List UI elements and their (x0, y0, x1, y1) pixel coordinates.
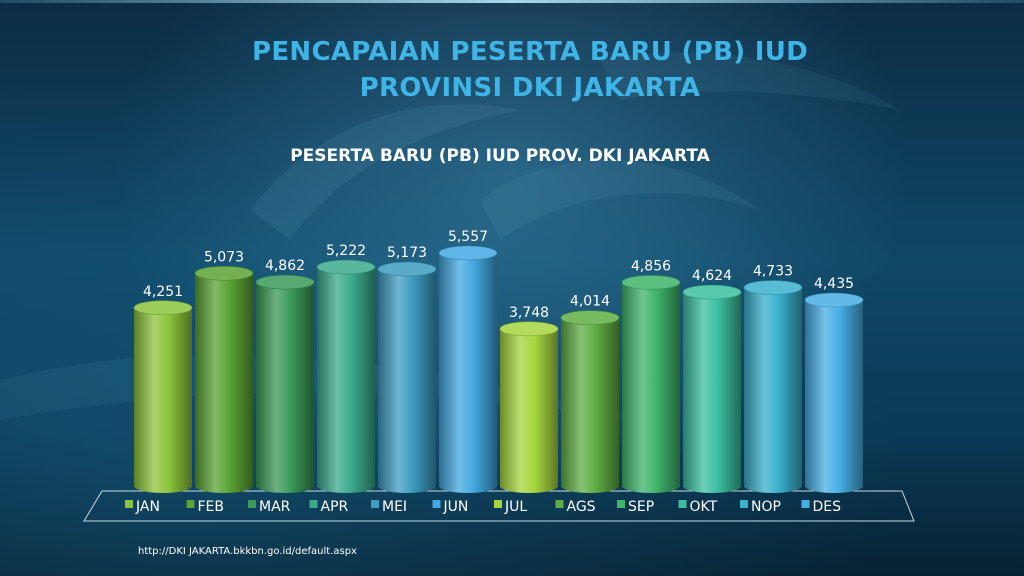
bar-cap-jun (438, 245, 498, 261)
legend-label-sep: SEP (628, 499, 654, 515)
source-url: http://DKI JAKARTA.bkkbn.go.id/default.a… (138, 546, 357, 557)
legend-swatch-jan (125, 500, 133, 508)
legend-label-mei: MEI (382, 499, 407, 515)
bar-jun (439, 253, 497, 493)
legend-label-ags: AGS (567, 499, 596, 515)
data-label-jul: 3,748 (509, 305, 549, 321)
data-label-mei: 5,173 (387, 245, 427, 261)
data-label-mar: 4,862 (265, 258, 305, 274)
legend-swatch-jul (494, 500, 502, 508)
bar-cap-des (804, 292, 864, 308)
legend-label-okt: OKT (690, 499, 718, 515)
bar-jan (134, 307, 192, 493)
slide-title-line-2: PROVINSI DKI JAKARTA (359, 73, 701, 103)
bar-cap-ags (560, 310, 620, 325)
slide-title-line-1: PENCAPAIAN PESERTA BARU (PB) IUD (251, 37, 808, 67)
legend-swatch-jun (432, 500, 441, 508)
data-label-jan: 4,251 (143, 284, 183, 300)
bar-cap-mei (377, 261, 437, 277)
data-label-sep: 4,856 (631, 258, 671, 274)
bar-cap-nop (743, 280, 803, 295)
bar-cap-okt (682, 284, 742, 300)
legend-label-jun: JUN (443, 499, 469, 515)
legend-swatch-des (801, 500, 810, 508)
legend-label-nop: NOP (751, 499, 781, 515)
bar-ags (561, 317, 619, 493)
bar-nop (744, 287, 802, 493)
bar-cap-apr (316, 259, 376, 275)
legend-label-mar: MAR (259, 499, 291, 515)
bar-mar (256, 282, 314, 493)
bar-okt (683, 292, 741, 493)
chart-title: PESERTA BARU (PB) IUD PROV. DKI JAKARTA (290, 146, 710, 166)
bar-feb (195, 273, 253, 493)
legend-swatch-feb (186, 500, 195, 508)
legend-label-feb: FEB (198, 499, 225, 515)
legend-swatch-mar (248, 500, 256, 508)
bar-cap-feb (194, 265, 254, 281)
legend-swatch-nop (740, 500, 748, 508)
legend-label-apr: APR (321, 499, 349, 515)
top-accent-line (0, 0, 1024, 3)
data-label-des: 4,435 (814, 276, 854, 292)
bar-sep (622, 282, 680, 493)
legend-swatch-sep (617, 500, 625, 508)
legend-swatch-apr (309, 500, 318, 508)
bar-apr (317, 267, 375, 493)
legend-swatch-okt (678, 500, 687, 508)
bar-cap-mar (255, 274, 315, 290)
legend-label-des: DES (813, 499, 842, 515)
data-label-feb: 5,073 (204, 249, 244, 265)
bar-cap-jan (133, 300, 193, 316)
bar-des (805, 300, 863, 493)
data-label-apr: 5,222 (326, 243, 366, 259)
bar-mei (378, 269, 436, 493)
legend-label-jul: JUL (504, 499, 527, 515)
slide-title: PENCAPAIAN PESERTA BARU (PB) IUD PROVINS… (200, 34, 860, 106)
data-label-nop: 4,733 (753, 264, 793, 280)
bar-cap-sep (621, 275, 681, 290)
legend-swatch-mei (371, 500, 379, 508)
bar-jul (500, 328, 558, 493)
data-label-jun: 5,557 (448, 229, 488, 245)
data-label-okt: 4,624 (692, 268, 732, 284)
bar-cap-jul (499, 321, 559, 337)
legend-label-jan: JAN (135, 499, 160, 515)
legend-swatch-ags (555, 500, 564, 508)
data-label-ags: 4,014 (570, 294, 610, 310)
